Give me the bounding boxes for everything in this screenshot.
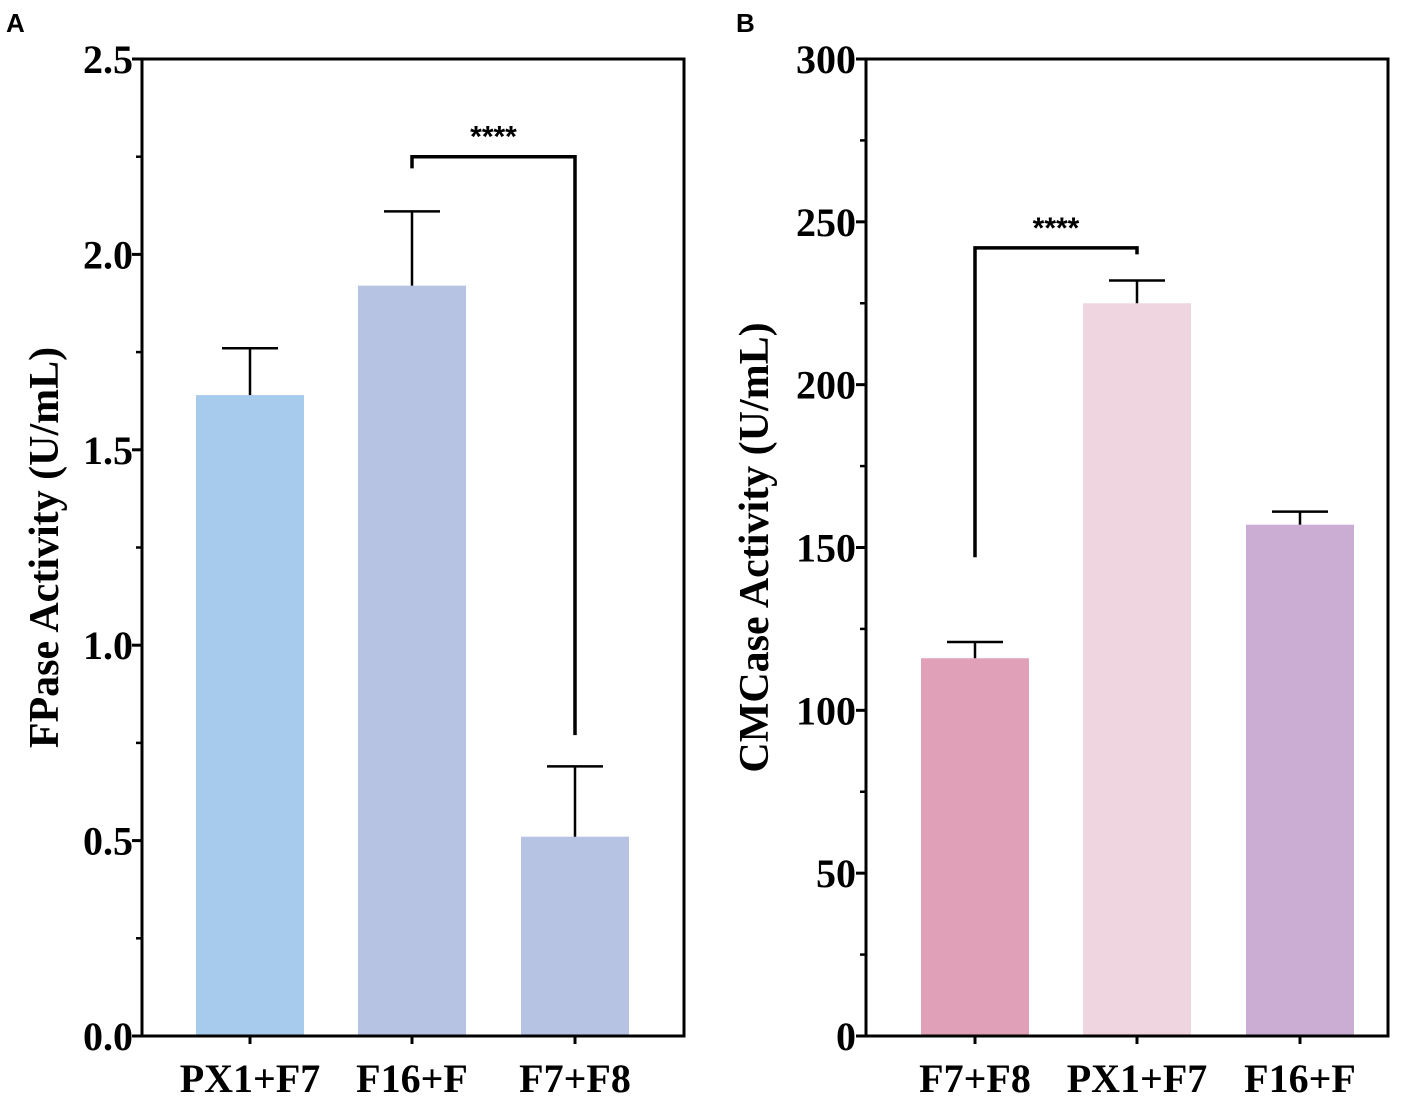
bar-1 (196, 395, 304, 1036)
y-axis-title: CMCase Activity (U/mL) (732, 322, 778, 772)
x-tick-label: F16+F (356, 1056, 468, 1101)
x-tick-label: F7+F8 (519, 1056, 631, 1101)
bar-2 (1083, 303, 1191, 1036)
y-tick-label: 2.5 (83, 37, 133, 82)
significance-bracket (973, 246, 1139, 558)
panel-label: B (736, 8, 755, 38)
x-tick-label: PX1+F7 (180, 1056, 321, 1101)
significance-bracket (410, 154, 577, 736)
y-axis-title: FPase Activity (U/mL) (22, 347, 68, 748)
bar-2 (358, 285, 466, 1036)
significance-label: **** (470, 121, 517, 154)
panel-label: A (6, 8, 25, 38)
y-tick-label: 0.0 (83, 1014, 133, 1059)
bar-1 (921, 658, 1029, 1036)
y-tick-label: 0.5 (83, 819, 133, 864)
y-tick-label: 250 (796, 200, 856, 245)
x-tick-label: F16+F (1244, 1056, 1356, 1101)
y-tick-label: 1.5 (83, 428, 133, 473)
x-tick-label: PX1+F7 (1067, 1056, 1208, 1101)
bar-3 (521, 836, 629, 1036)
y-tick-label: 1.0 (83, 623, 133, 668)
bar-3 (1246, 524, 1354, 1036)
y-tick-label: 150 (796, 526, 856, 571)
y-tick-label: 300 (796, 37, 856, 82)
chart-panel-a: A PX1+F7 F16+F F7+F8 0.0 0.5 1.0 1.5 2.0 2.5 FPase… (6, 8, 686, 1101)
y-tick-label: 2.0 (83, 232, 133, 277)
y-tick-label: 0 (836, 1014, 856, 1059)
significance-label: **** (1033, 212, 1080, 245)
chart-panel-b: B F7+F8 PX1+F7 F16+F 0 50 100 150 200 250 300 CMCas… (732, 8, 1390, 1101)
x-tick-label: F7+F8 (919, 1056, 1031, 1101)
y-tick-label: 200 (796, 363, 856, 408)
y-tick-label: 50 (816, 851, 856, 896)
y-tick-label: 100 (796, 688, 856, 733)
